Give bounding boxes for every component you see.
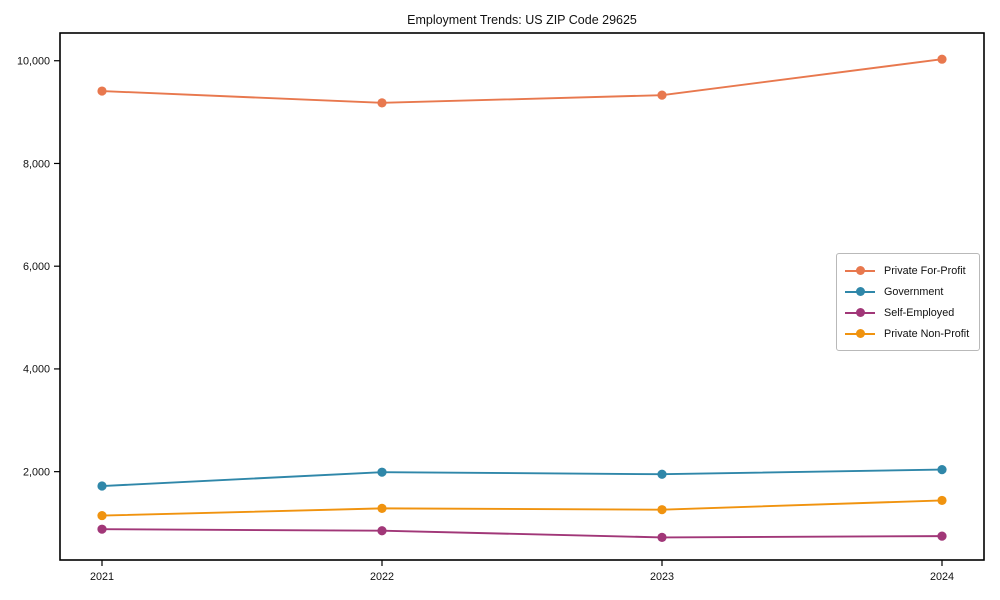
x-tick-label: 2021 (90, 571, 114, 583)
legend-marker-icon (845, 308, 875, 318)
data-point-marker (97, 524, 107, 534)
data-point-marker (657, 505, 667, 515)
legend-box: Private For-Profit Government Self-Employe… (836, 253, 980, 351)
chart-title: Employment Trends: US ZIP Code 29625 (407, 13, 637, 27)
legend-item: Self-Employed (845, 302, 971, 323)
data-point-marker (937, 531, 947, 541)
data-point-marker (657, 90, 667, 100)
legend-item: Private Non-Profit (845, 323, 971, 344)
data-point-marker (377, 98, 387, 108)
x-tick-label: 2024 (930, 571, 954, 583)
x-tick-label: 2022 (370, 571, 394, 583)
data-point-marker (97, 510, 107, 521)
legend-label: Government (884, 285, 944, 298)
series-line (101, 528, 943, 539)
data-point-marker (377, 467, 387, 477)
legend-dot-icon (855, 308, 865, 317)
series-line (101, 468, 943, 487)
legend-dot-icon (855, 266, 865, 275)
x-tick-label: 2023 (650, 571, 674, 583)
data-point-marker (937, 54, 947, 64)
y-tick-label: 10,000 (17, 56, 50, 68)
data-point-marker (377, 503, 387, 513)
data-point-marker (657, 532, 667, 542)
legend-label: Private Non-Profit (884, 327, 970, 340)
y-tick-label: 4,000 (23, 364, 50, 376)
legend-marker-icon (845, 329, 875, 339)
data-point-marker (377, 526, 387, 536)
data-point-marker (657, 469, 667, 479)
series-line (101, 499, 943, 517)
legend-marker-icon (845, 287, 875, 297)
legend-item: Government (845, 281, 971, 302)
y-tick-label: 8,000 (23, 158, 50, 170)
data-point-marker (937, 495, 947, 506)
axes-spines (59, 32, 985, 561)
legend-marker-icon (845, 266, 875, 276)
data-point-marker (97, 86, 107, 96)
legend-label: Self-Employed (884, 306, 955, 319)
y-tick-label: 2,000 (23, 466, 50, 478)
legend-dot-icon (855, 287, 865, 296)
series-line (101, 58, 943, 104)
legend-label: Private For-Profit (884, 264, 966, 277)
data-point-marker (937, 464, 947, 475)
legend-dot-icon (855, 329, 865, 338)
y-tick-label: 6,000 (23, 261, 50, 273)
legend-item: Private For-Profit (845, 260, 971, 281)
data-point-marker (97, 481, 107, 491)
